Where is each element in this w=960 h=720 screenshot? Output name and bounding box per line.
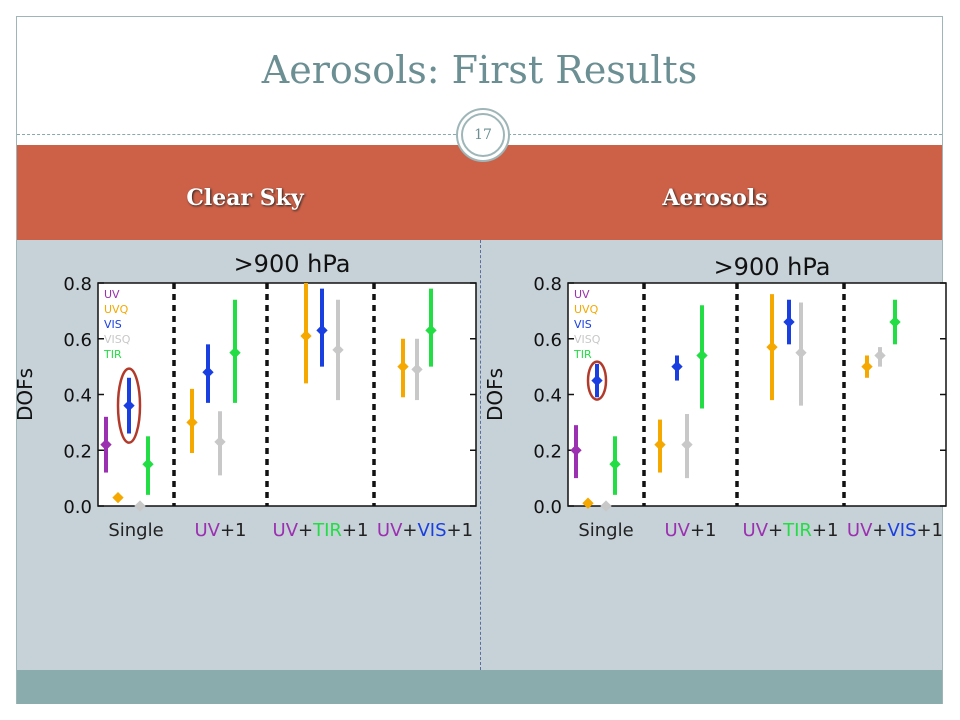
column-divider bbox=[480, 240, 481, 670]
data-point bbox=[202, 366, 214, 378]
y-tick-label: 0.6 bbox=[533, 330, 562, 351]
group-label: UV+1 bbox=[194, 520, 246, 541]
group-label-part: + bbox=[402, 520, 417, 541]
chart-title: >900 hPa bbox=[234, 250, 351, 278]
group-label-part: +1 bbox=[447, 520, 474, 541]
group-label: UV+VIS+1 bbox=[377, 520, 473, 541]
y-tick-label: 0.8 bbox=[63, 274, 92, 295]
group-label-part: +1 bbox=[917, 520, 944, 541]
data-point bbox=[681, 439, 693, 451]
group-label: UV+TIR+1 bbox=[273, 520, 369, 541]
group-label-part: + bbox=[768, 520, 783, 541]
y-tick-label: 0.4 bbox=[63, 386, 92, 407]
y-tick-label: 0.8 bbox=[533, 274, 562, 295]
group-label-part: UV bbox=[273, 520, 299, 541]
group-label: UV+TIR+1 bbox=[743, 520, 839, 541]
legend-entry: UVQ bbox=[574, 303, 599, 316]
data-point bbox=[316, 324, 328, 337]
legend-entry: VIS bbox=[574, 318, 592, 331]
data-point bbox=[425, 324, 437, 337]
chart-title: >900 hPa bbox=[714, 253, 831, 281]
group-label-part: + bbox=[872, 520, 887, 541]
y-tick-label: 0.2 bbox=[533, 441, 562, 462]
y-tick-label: 0.6 bbox=[63, 330, 92, 351]
legend-entry: TIR bbox=[573, 348, 592, 361]
group-label-part: +1 bbox=[220, 520, 247, 541]
group-label-part: UV bbox=[664, 520, 690, 541]
data-point bbox=[214, 436, 226, 448]
legend-entry: VIS bbox=[104, 318, 122, 331]
data-point bbox=[654, 439, 666, 451]
legend-entry: UV bbox=[574, 288, 590, 301]
group-label-part: TIR bbox=[312, 520, 342, 541]
y-tick-label: 0.4 bbox=[533, 386, 562, 407]
highlight-ellipse bbox=[116, 367, 142, 444]
group-label-part: +1 bbox=[342, 520, 369, 541]
group-label-part: VIS bbox=[887, 520, 916, 541]
aerosols-dofs-chart: 0.0 0.2 0.4 0.6 0.8 DOFs >900 hPa UV UVQ VIS VISQ T… bbox=[484, 253, 947, 541]
group-label-part: + bbox=[298, 520, 313, 541]
group-label-part: +1 bbox=[690, 520, 717, 541]
slide-title: Aerosols: First Results bbox=[261, 48, 698, 92]
footer-band bbox=[17, 670, 942, 704]
group-label-part: VIS bbox=[417, 520, 446, 541]
y-axis-label: DOFs bbox=[484, 368, 507, 421]
group-label: UV+VIS+1 bbox=[847, 520, 943, 541]
y-tick-label: 0.0 bbox=[63, 497, 92, 518]
group-label-part: TIR bbox=[782, 520, 812, 541]
group-label: Single bbox=[578, 520, 633, 541]
y-tick-label: 0.0 bbox=[533, 497, 562, 518]
column-header-clear-sky: Clear Sky bbox=[186, 185, 304, 211]
data-point bbox=[142, 458, 154, 470]
y-axis-label: DOFs bbox=[14, 368, 37, 421]
legend-entry: UV bbox=[104, 288, 120, 301]
data-point bbox=[411, 363, 423, 376]
legend-entry: UVQ bbox=[104, 303, 129, 316]
slide-number: 17 bbox=[461, 113, 505, 157]
group-label-part: UV bbox=[743, 520, 769, 541]
group-label: UV+1 bbox=[664, 520, 716, 541]
y-tick-label: 0.2 bbox=[63, 441, 92, 462]
clear-sky-dofs-chart: 0.0 0.2 0.4 0.6 0.8 DOFs >900 hPa UV UVQ VIS VISQ T… bbox=[14, 250, 477, 541]
group-label-part: UV bbox=[377, 520, 403, 541]
plot-area bbox=[568, 283, 946, 506]
group-label-part: UV bbox=[194, 520, 220, 541]
group-label-part: UV bbox=[847, 520, 873, 541]
group-label: Single bbox=[108, 520, 163, 541]
legend-entry: VISQ bbox=[574, 333, 601, 346]
group-label-part: +1 bbox=[812, 520, 839, 541]
data-point bbox=[100, 439, 112, 451]
group-label-part: Single bbox=[578, 520, 633, 541]
legend-entry: VISQ bbox=[104, 333, 131, 346]
data-point bbox=[186, 416, 198, 429]
legend-entry: TIR bbox=[103, 348, 122, 361]
column-header-aerosols: Aerosols bbox=[662, 185, 768, 211]
slide-number-badge: 17 bbox=[456, 108, 510, 162]
data-point bbox=[766, 341, 778, 353]
highlight-ellipse bbox=[586, 360, 608, 401]
plot-area bbox=[98, 283, 476, 506]
group-label-part: Single bbox=[108, 520, 163, 541]
